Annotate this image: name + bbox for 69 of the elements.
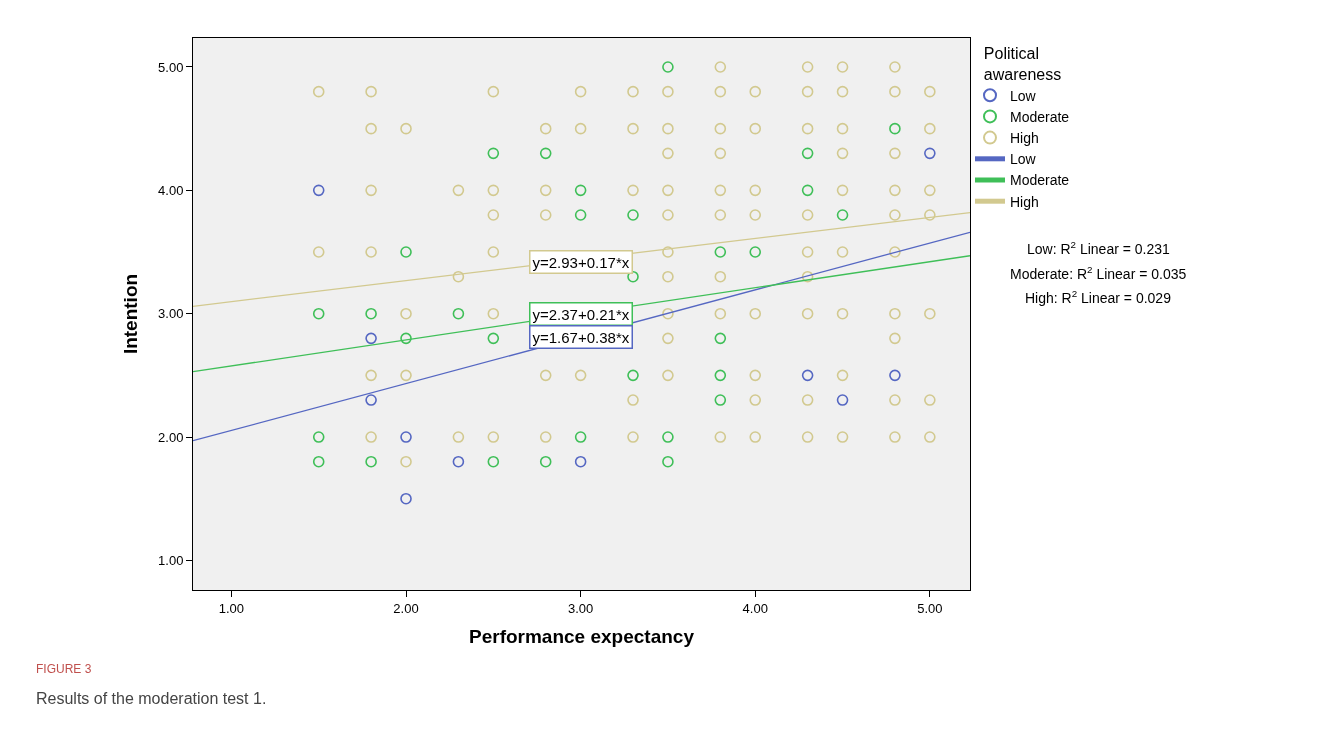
point	[574, 455, 587, 468]
point	[400, 492, 412, 505]
point	[662, 61, 674, 73]
x-axis-title: Performance expectancy	[469, 626, 695, 648]
point	[889, 122, 901, 135]
legend-label: Low	[1010, 87, 1037, 104]
point	[365, 394, 377, 406]
point	[801, 147, 814, 160]
point	[574, 184, 587, 197]
y-tick-label: 4.00	[158, 182, 184, 198]
text: High: R$^{2}$ Linear = 0.029	[1025, 288, 1172, 306]
point	[836, 209, 849, 221]
point	[400, 431, 412, 443]
legend-label: Low	[1010, 151, 1037, 168]
legend-label: Moderate	[1010, 172, 1070, 189]
point	[714, 369, 727, 382]
point	[714, 394, 727, 406]
point	[627, 270, 639, 283]
point	[836, 394, 849, 406]
annotation: y=2.37+0.21*x	[532, 305, 630, 323]
point	[312, 184, 325, 197]
point	[749, 246, 762, 258]
caption: FIGURE 3	[36, 662, 92, 676]
point	[627, 369, 639, 382]
point	[365, 307, 377, 320]
point	[452, 307, 465, 320]
point	[400, 246, 412, 258]
y-tick-label: 1.00	[158, 552, 184, 568]
point	[574, 431, 587, 443]
annotation: y=2.93+0.17*x	[532, 253, 630, 271]
point	[365, 455, 377, 468]
point	[365, 332, 377, 345]
text: Moderate: R$^{2}$ Linear = 0.035	[1010, 264, 1187, 282]
point	[312, 455, 325, 468]
point	[662, 431, 674, 443]
point	[487, 147, 500, 160]
legend-title: Political awareness	[983, 44, 1062, 83]
x-tick-label: 4.00	[742, 600, 768, 616]
annotation: y=1.67+0.38*x	[532, 328, 630, 346]
point	[487, 332, 500, 345]
text: Low: R$^{2}$ Linear = 0.231	[1027, 239, 1171, 257]
y-tick-label: 3.00	[158, 306, 184, 322]
x-tick-label: 3.00	[567, 600, 594, 616]
point	[312, 307, 325, 320]
x-tick-label: 1.00	[218, 600, 245, 616]
point	[452, 455, 465, 468]
point	[539, 147, 552, 160]
point	[714, 246, 727, 258]
legend-label: High	[1010, 130, 1039, 147]
legend-label: High	[1010, 193, 1039, 210]
x-tick-label: 2.00	[393, 600, 419, 616]
y-tick-label: 5.00	[158, 59, 184, 75]
point	[924, 147, 936, 160]
y-tick-label: 2.00	[158, 429, 184, 445]
point	[400, 332, 412, 345]
point	[487, 455, 500, 468]
point	[574, 209, 587, 221]
point	[539, 455, 552, 468]
point	[801, 369, 814, 382]
point	[312, 431, 325, 443]
point	[714, 332, 727, 345]
point	[801, 184, 814, 197]
point	[889, 369, 901, 382]
point	[627, 209, 639, 221]
x-tick-label: 5.00	[917, 600, 943, 616]
text: Results of the moderation test 1.	[36, 690, 267, 707]
y-axis-title: Intention	[119, 273, 141, 355]
point	[662, 455, 674, 468]
legend-label: Moderate	[1010, 108, 1070, 125]
